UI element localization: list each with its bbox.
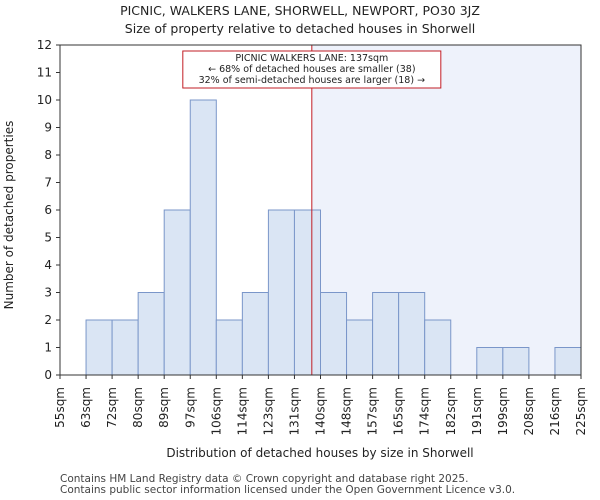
- bar-97sqm: [189, 99, 217, 376]
- bar-123sqm: [267, 209, 295, 376]
- x-tick-label: 225sqm: [574, 387, 588, 435]
- bar-131sqm: [293, 209, 322, 376]
- x-tick-label: 157sqm: [366, 387, 380, 435]
- bar-165sqm: [398, 292, 426, 376]
- chart-subtitle: Size of property relative to detached ho…: [124, 21, 476, 36]
- y-tick-label: 3: [44, 286, 52, 300]
- bar-174sqm: [424, 319, 452, 376]
- bar-63sqm: [85, 319, 113, 376]
- x-tick-label: 165sqm: [392, 387, 406, 435]
- x-tick-label: 148sqm: [340, 387, 354, 435]
- x-tick-label: 191sqm: [470, 387, 484, 435]
- bar-191sqm: [476, 347, 504, 376]
- x-tick-label: 63sqm: [79, 387, 93, 428]
- footer-line-2: Contains public sector information licen…: [60, 484, 516, 496]
- x-tick-label: 123sqm: [261, 387, 275, 435]
- bar-80sqm: [137, 292, 165, 376]
- footer-line-1: Contains HM Land Registry data © Crown c…: [60, 473, 469, 485]
- chart-title: PICNIC, WALKERS LANE, SHORWELL, NEWPORT,…: [120, 3, 480, 18]
- bar-72sqm: [111, 319, 139, 376]
- x-tick-label: 182sqm: [444, 387, 458, 435]
- x-tick-label: 97sqm: [183, 387, 197, 428]
- x-tick-label: 140sqm: [314, 387, 328, 435]
- bar-89sqm: [163, 209, 191, 376]
- y-tick-label: 2: [44, 313, 52, 327]
- x-tick-label: 216sqm: [548, 387, 562, 435]
- y-tick-label: 1: [44, 341, 52, 355]
- x-tick-label: 89sqm: [157, 387, 171, 428]
- y-axis-label: Number of detached properties: [2, 121, 16, 310]
- y-tick-label: 5: [44, 231, 52, 245]
- bar-148sqm: [346, 319, 374, 376]
- annotation-line-2: ← 68% of detached houses are smaller (38…: [208, 64, 415, 75]
- y-tick-label: 0: [44, 368, 52, 382]
- y-tick-label: 11: [37, 66, 52, 80]
- y-tick-label: 12: [37, 38, 52, 52]
- y-tick-label: 9: [44, 121, 52, 135]
- annotation-line-3: 32% of semi-detached houses are larger (…: [199, 75, 426, 86]
- bar-140sqm: [320, 292, 348, 376]
- y-tick-label: 8: [44, 148, 52, 162]
- bar-114sqm: [241, 292, 269, 376]
- y-tick-label: 7: [44, 176, 52, 190]
- y-tick-label: 10: [37, 93, 52, 107]
- x-tick-label: 174sqm: [418, 387, 432, 435]
- y-tick-label: 4: [44, 258, 52, 272]
- x-tick-label: 80sqm: [131, 387, 145, 428]
- bar-157sqm: [372, 292, 400, 376]
- x-axis-label: Distribution of detached houses by size …: [166, 446, 473, 460]
- x-tick-label: 55sqm: [53, 387, 67, 428]
- x-tick-label: 199sqm: [496, 387, 510, 435]
- x-tick-label: 106sqm: [209, 387, 223, 435]
- x-tick-label: 208sqm: [522, 387, 536, 435]
- bar-106sqm: [215, 319, 243, 376]
- bar-199sqm: [502, 347, 530, 376]
- bar-216sqm: [554, 347, 582, 376]
- x-tick-label: 72sqm: [105, 387, 119, 428]
- annotation-box: PICNIC WALKERS LANE: 137sqm ← 68% of det…: [182, 50, 442, 89]
- y-tick-label: 6: [44, 203, 52, 217]
- x-tick-label: 114sqm: [235, 387, 249, 435]
- x-tick-label: 131sqm: [287, 387, 301, 435]
- annotation-line-1: PICNIC WALKERS LANE: 137sqm: [235, 53, 388, 64]
